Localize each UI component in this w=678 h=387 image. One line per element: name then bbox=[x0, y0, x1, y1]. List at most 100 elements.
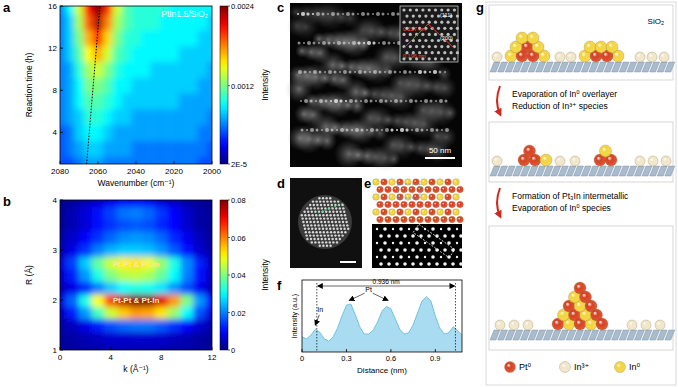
heatmap-cell bbox=[65, 30, 75, 46]
particle bbox=[382, 13, 385, 16]
particle bbox=[346, 129, 349, 132]
heatmap-cell bbox=[60, 244, 67, 257]
heatmap-cell bbox=[155, 206, 168, 219]
atom-column bbox=[383, 227, 387, 231]
atom-column bbox=[329, 211, 331, 213]
heatmap-cell bbox=[117, 200, 130, 207]
heatmap-cell bbox=[130, 331, 143, 344]
atom-column bbox=[379, 248, 383, 252]
scale-bar bbox=[340, 261, 356, 263]
heatmap-cell bbox=[60, 269, 67, 282]
atom-column bbox=[339, 211, 341, 213]
heatmap-cell bbox=[93, 140, 103, 156]
particle bbox=[315, 100, 317, 102]
heatmap-cell bbox=[65, 140, 75, 156]
atom-column bbox=[443, 248, 447, 252]
heatmap-cell bbox=[104, 269, 117, 282]
atom-column bbox=[345, 221, 347, 223]
atom-column bbox=[344, 231, 346, 233]
heatmap-cell bbox=[155, 281, 168, 294]
simulated-image bbox=[372, 224, 462, 268]
x-tick bbox=[212, 161, 213, 164]
particle bbox=[373, 42, 376, 45]
lattice-dot bbox=[431, 39, 434, 42]
heatmap-cell bbox=[160, 109, 170, 125]
heatmap-cell bbox=[180, 231, 193, 244]
heatmap-cell bbox=[188, 46, 198, 62]
particle bbox=[400, 100, 403, 103]
y-tick bbox=[60, 48, 63, 49]
atom-column bbox=[315, 231, 317, 233]
heatmap-cell bbox=[122, 30, 132, 46]
heatmap-cell bbox=[207, 30, 212, 46]
area-line bbox=[302, 297, 462, 341]
particle bbox=[394, 71, 397, 74]
atom-column bbox=[327, 217, 329, 219]
colorbar-tick bbox=[228, 200, 230, 201]
heatmap-cell bbox=[122, 125, 132, 141]
heatmap-cell bbox=[112, 46, 122, 62]
lattice-dot bbox=[456, 39, 459, 42]
heatmap-cell bbox=[117, 331, 130, 344]
substrate-slat bbox=[665, 330, 675, 340]
particle bbox=[373, 42, 376, 45]
atom-column bbox=[315, 228, 317, 230]
heatmap-cell bbox=[112, 109, 122, 125]
particle bbox=[411, 129, 413, 131]
heatmap-cell bbox=[66, 269, 79, 282]
y-tick bbox=[60, 132, 63, 133]
atom-column bbox=[311, 211, 313, 213]
atom-column bbox=[329, 197, 331, 199]
heatmap-cell bbox=[193, 331, 206, 344]
lattice-dot bbox=[437, 51, 440, 54]
panel-label: b bbox=[3, 194, 11, 209]
heatmap-cell bbox=[79, 256, 92, 269]
colorbar-tick-label: 2E-5 bbox=[231, 160, 247, 169]
heatmap-cell bbox=[92, 306, 105, 319]
atom bbox=[445, 179, 452, 186]
haze bbox=[433, 76, 457, 100]
particle bbox=[304, 99, 308, 103]
atom-column bbox=[313, 207, 315, 209]
heatmap-cell bbox=[60, 46, 65, 62]
atom-column bbox=[338, 234, 340, 236]
atom-column bbox=[419, 234, 423, 238]
heatmap-cell bbox=[180, 244, 193, 257]
particle bbox=[346, 12, 350, 16]
heatmap-cell bbox=[160, 125, 170, 141]
particle bbox=[300, 100, 302, 102]
particle bbox=[418, 70, 422, 74]
heatmap-cell bbox=[193, 231, 206, 244]
particle bbox=[390, 100, 392, 102]
heatmap-cell bbox=[104, 206, 117, 219]
atom-column bbox=[323, 200, 325, 202]
particle bbox=[322, 13, 325, 16]
heatmap-cell bbox=[130, 206, 143, 219]
heatmap-cell bbox=[92, 219, 105, 232]
x-axis-label: k (Å⁻¹) bbox=[123, 364, 148, 374]
colorbar bbox=[220, 6, 228, 164]
particle bbox=[307, 41, 311, 45]
plot-frame bbox=[60, 200, 212, 350]
heatmap-cell bbox=[198, 109, 208, 125]
heatmap-cell bbox=[142, 319, 155, 332]
panel-label: a bbox=[3, 0, 11, 15]
heatmap-cell bbox=[131, 125, 141, 141]
heatmap-cell bbox=[79, 294, 92, 307]
atom-column bbox=[440, 256, 442, 258]
heatmap-cell bbox=[112, 30, 122, 46]
heatmap-cell bbox=[104, 306, 117, 319]
heatmap-cell bbox=[74, 93, 84, 109]
heatmap-cell bbox=[207, 46, 212, 62]
lattice-dot bbox=[453, 57, 456, 60]
atom-column bbox=[341, 231, 343, 233]
colorbar-tick-label: 0.0012 bbox=[231, 82, 254, 91]
heatmap-cell bbox=[103, 125, 113, 141]
particle bbox=[415, 128, 419, 132]
atom-column bbox=[335, 207, 337, 209]
atom bbox=[615, 362, 626, 373]
colorbar-label: Intensity bbox=[260, 68, 270, 100]
heatmap-cell bbox=[93, 109, 103, 125]
lattice-dot bbox=[431, 51, 434, 54]
atom bbox=[527, 32, 539, 44]
